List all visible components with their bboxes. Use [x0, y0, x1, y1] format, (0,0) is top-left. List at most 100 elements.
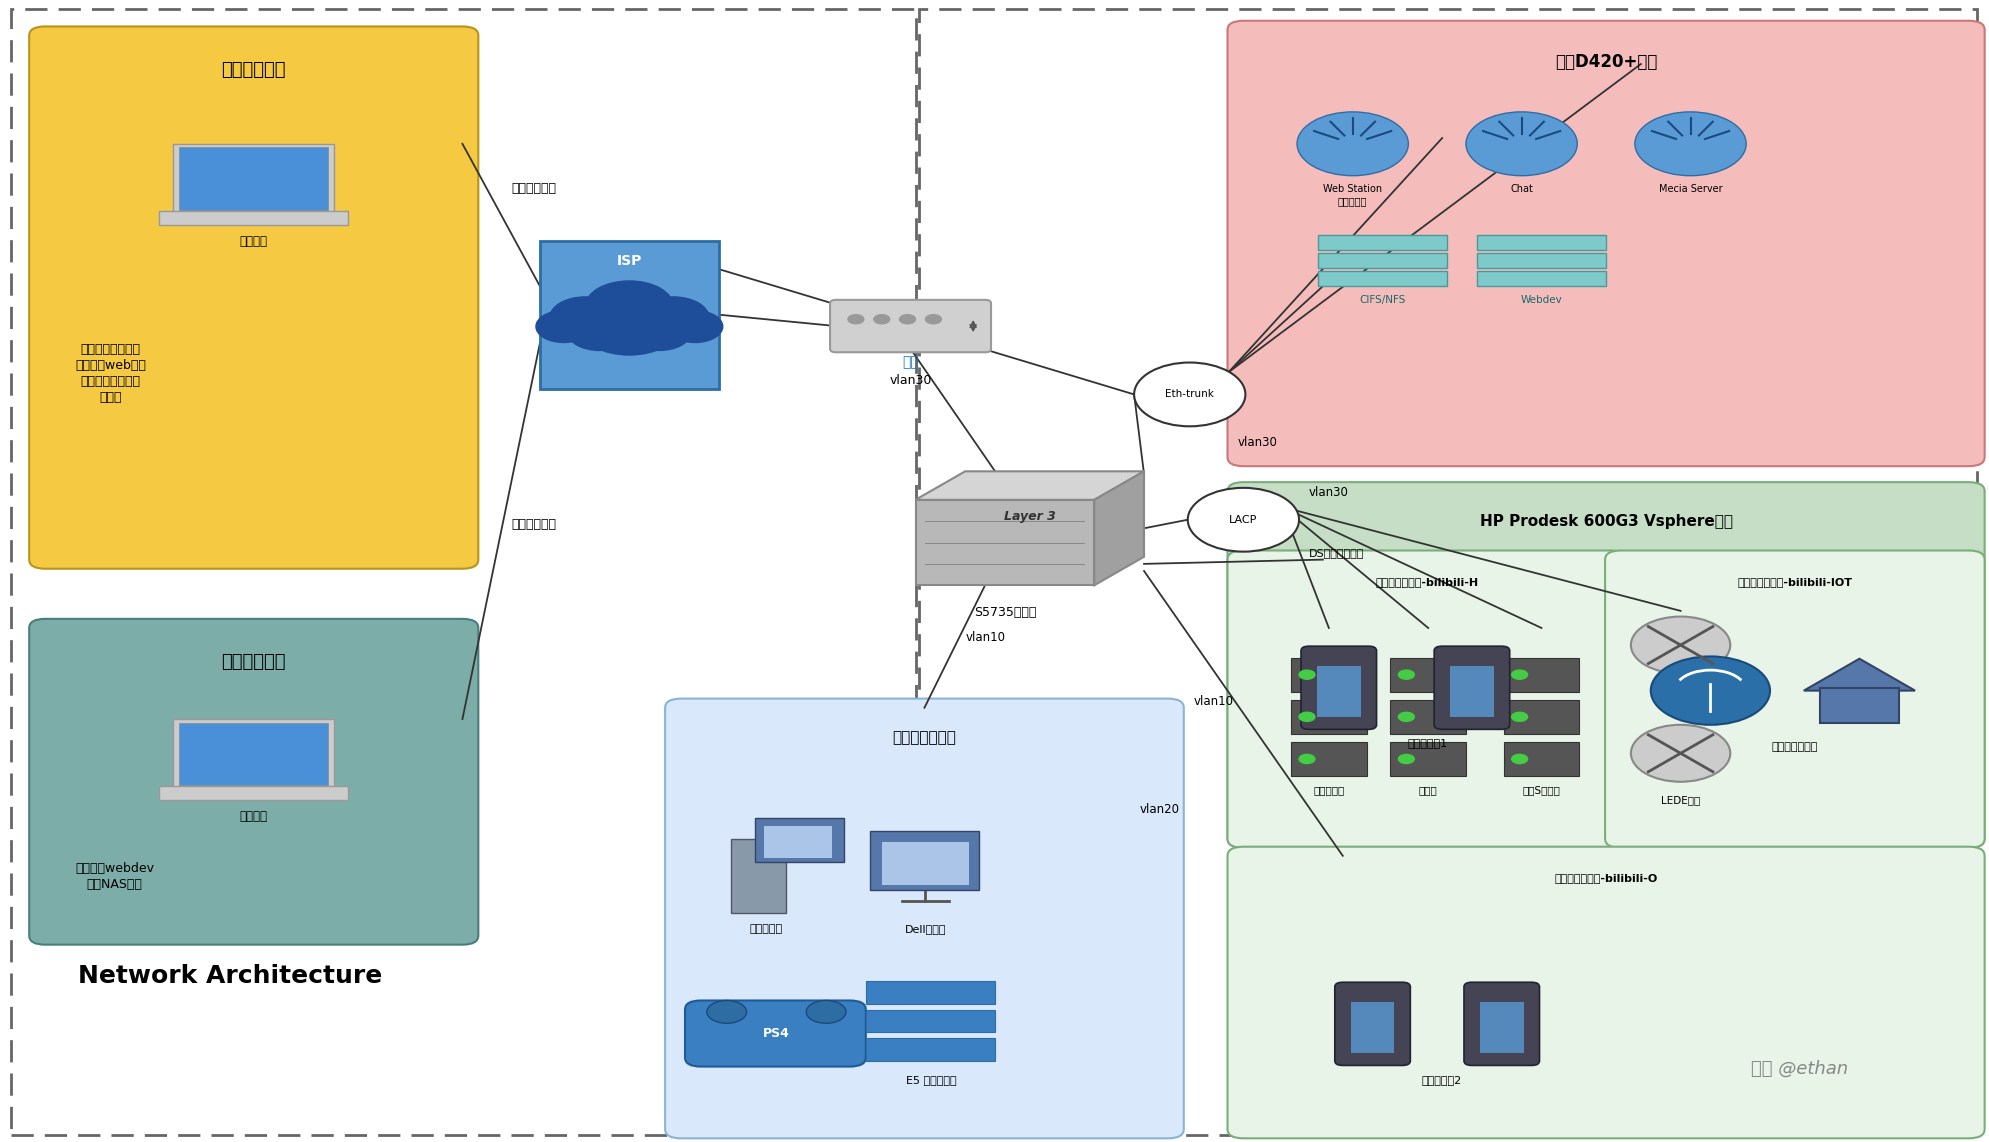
FancyBboxPatch shape: [1291, 742, 1366, 777]
Circle shape: [1398, 670, 1414, 679]
Circle shape: [627, 314, 690, 351]
Circle shape: [666, 311, 722, 343]
Circle shape: [1631, 617, 1728, 674]
Text: 满足公司合规策略
所有应用web化访
问，本地不安装任
何软件: 满足公司合规策略 所有应用web化访 问，本地不安装任 何软件: [76, 343, 145, 404]
Text: 局域网无线网络-bilibili-O: 局域网无线网络-bilibili-O: [1553, 872, 1657, 883]
FancyBboxPatch shape: [881, 842, 969, 885]
Circle shape: [1398, 713, 1414, 722]
Circle shape: [1512, 713, 1528, 722]
FancyBboxPatch shape: [684, 1000, 865, 1067]
FancyBboxPatch shape: [1227, 550, 1627, 847]
FancyBboxPatch shape: [754, 818, 843, 861]
Text: 公网域名访问: 公网域名访问: [511, 182, 557, 195]
FancyBboxPatch shape: [173, 144, 334, 214]
FancyBboxPatch shape: [764, 826, 831, 858]
Circle shape: [1299, 713, 1315, 722]
Circle shape: [847, 315, 863, 324]
Text: 互联网接入2: 互联网接入2: [1422, 1075, 1462, 1085]
Circle shape: [535, 311, 591, 343]
Text: vlan30: vlan30: [889, 373, 931, 387]
Circle shape: [1299, 670, 1315, 679]
Circle shape: [1398, 755, 1414, 764]
Text: 因特网络接入: 因特网络接入: [221, 653, 286, 671]
Text: 知乎 @ethan: 知乎 @ethan: [1750, 1060, 1848, 1078]
FancyBboxPatch shape: [159, 787, 348, 801]
Text: PS4: PS4: [762, 1027, 790, 1040]
FancyBboxPatch shape: [829, 300, 991, 352]
FancyBboxPatch shape: [1317, 272, 1446, 287]
Circle shape: [806, 1000, 845, 1023]
Text: 局域网无线网络-bilibili-H: 局域网无线网络-bilibili-H: [1374, 577, 1478, 587]
Circle shape: [1651, 657, 1768, 725]
FancyBboxPatch shape: [30, 619, 477, 944]
Text: vlan30: vlan30: [1237, 436, 1277, 449]
Text: vlan10: vlan10: [1193, 694, 1233, 708]
Text: Mecia Server: Mecia Server: [1659, 184, 1720, 194]
Text: Dell一体机: Dell一体机: [905, 924, 945, 934]
FancyBboxPatch shape: [1317, 235, 1446, 250]
Circle shape: [1134, 362, 1245, 426]
FancyBboxPatch shape: [1291, 658, 1366, 692]
FancyBboxPatch shape: [30, 26, 477, 569]
Circle shape: [1187, 488, 1299, 552]
Text: 惠杰台式机: 惠杰台式机: [750, 924, 782, 934]
Text: iKuai路由: iKuai路由: [1661, 687, 1699, 698]
FancyBboxPatch shape: [865, 1010, 994, 1032]
Text: 智能家居接入网: 智能家居接入网: [1770, 742, 1818, 751]
Circle shape: [925, 315, 941, 324]
FancyBboxPatch shape: [1476, 272, 1605, 287]
FancyBboxPatch shape: [173, 719, 334, 789]
FancyBboxPatch shape: [1301, 646, 1376, 730]
FancyBboxPatch shape: [1450, 666, 1494, 717]
Text: CIFS/NFS: CIFS/NFS: [1358, 296, 1404, 305]
FancyBboxPatch shape: [1317, 666, 1360, 717]
Text: vlan10: vlan10: [965, 630, 1004, 644]
FancyBboxPatch shape: [1476, 254, 1605, 268]
FancyBboxPatch shape: [1227, 846, 1983, 1139]
Text: 迅雷S服务器: 迅雷S服务器: [1522, 786, 1559, 795]
Circle shape: [567, 314, 631, 351]
FancyBboxPatch shape: [1464, 982, 1539, 1065]
Text: vlan20: vlan20: [1140, 803, 1179, 815]
Text: Web Station
导航页服务: Web Station 导航页服务: [1323, 184, 1382, 206]
FancyBboxPatch shape: [179, 147, 328, 210]
FancyBboxPatch shape: [539, 241, 718, 388]
Text: E5 测试服务器: E5 测试服务器: [905, 1075, 957, 1085]
Circle shape: [1299, 755, 1315, 764]
Text: LACP: LACP: [1229, 515, 1257, 524]
Circle shape: [899, 315, 915, 324]
Text: 公网通过webdev
访问NAS资源: 公网通过webdev 访问NAS资源: [76, 861, 153, 891]
Circle shape: [706, 1000, 746, 1023]
Text: 代理服务器: 代理服务器: [1313, 786, 1345, 795]
FancyBboxPatch shape: [1291, 700, 1366, 734]
Circle shape: [1466, 112, 1577, 176]
Text: ISP: ISP: [617, 255, 642, 268]
FancyBboxPatch shape: [1504, 700, 1579, 734]
Text: 公司网络接入: 公司网络接入: [221, 61, 286, 79]
FancyBboxPatch shape: [1480, 1002, 1524, 1053]
Polygon shape: [915, 500, 1094, 585]
Text: Layer 3: Layer 3: [1002, 510, 1056, 523]
FancyBboxPatch shape: [1335, 982, 1410, 1065]
FancyBboxPatch shape: [1351, 1002, 1394, 1053]
Polygon shape: [1802, 659, 1913, 691]
FancyBboxPatch shape: [1317, 254, 1446, 268]
Circle shape: [585, 281, 672, 331]
Polygon shape: [1094, 472, 1144, 585]
Text: Webdev: Webdev: [1520, 296, 1561, 305]
Circle shape: [1635, 112, 1744, 176]
Text: LEDE路由: LEDE路由: [1661, 796, 1699, 805]
Text: 个人电脑: 个人电脑: [239, 810, 269, 823]
FancyBboxPatch shape: [1476, 235, 1605, 250]
Text: 互联网接入1: 互联网接入1: [1406, 739, 1446, 748]
FancyBboxPatch shape: [865, 1038, 994, 1061]
Circle shape: [1512, 755, 1528, 764]
Circle shape: [1297, 112, 1408, 176]
FancyBboxPatch shape: [1434, 646, 1510, 730]
Text: 光猫: 光猫: [901, 355, 919, 370]
Text: S5735交换机: S5735交换机: [973, 605, 1036, 619]
FancyBboxPatch shape: [1818, 689, 1898, 723]
Text: 局域网有线网络: 局域网有线网络: [893, 731, 957, 746]
FancyBboxPatch shape: [730, 838, 786, 912]
Text: HP Prodesk 600G3 Vsphere主机: HP Prodesk 600G3 Vsphere主机: [1480, 514, 1732, 529]
